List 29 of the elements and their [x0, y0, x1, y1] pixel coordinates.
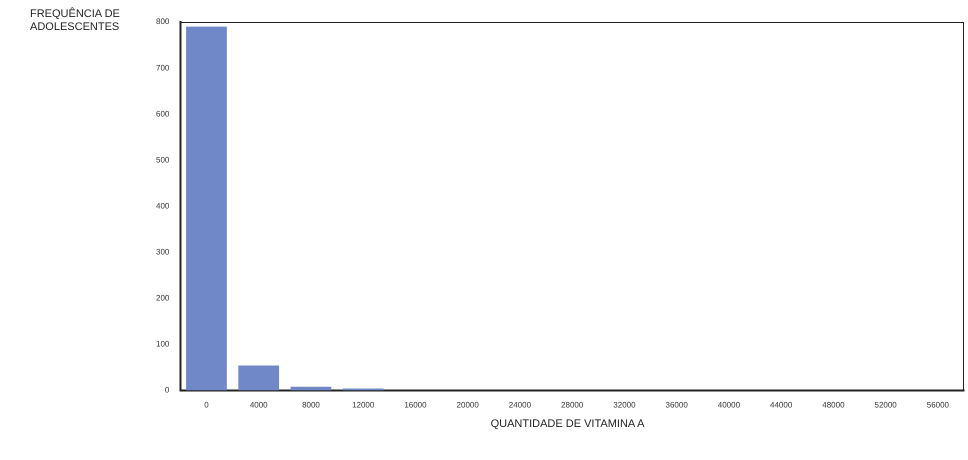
y-axis-title: FREQUÊNCIA DE ADOLESCENTES	[30, 8, 121, 34]
x-tick-label: 40000	[718, 400, 741, 410]
y-tick-label: 100	[156, 340, 170, 349]
x-tick-label: 32000	[613, 400, 636, 410]
x-tick-label: 28000	[561, 400, 584, 410]
x-tick-label: 44000	[770, 400, 793, 410]
x-tick-label: 56000	[926, 400, 950, 410]
x-tick-label: 36000	[666, 400, 688, 410]
y-tick-label: 600	[156, 109, 170, 118]
bar	[238, 366, 280, 390]
bar	[290, 386, 332, 390]
x-axis-title: QUANTIDADE DE VITAMINA A	[490, 418, 646, 430]
x-tick-label: 8000	[302, 400, 320, 410]
x-tick-label: 12000	[352, 400, 375, 410]
y-tick-label: 400	[156, 201, 170, 210]
x-tick-label: 4000	[250, 400, 268, 410]
y-tick-label: 500	[156, 155, 170, 164]
y-tick-label: 0	[164, 386, 170, 395]
x-tick-label: 20000	[456, 400, 480, 410]
y-tick-label: 700	[156, 63, 170, 72]
x-tick-label: 24000	[508, 400, 532, 410]
x-tick-label: 0	[204, 400, 210, 410]
y-tick-label: 200	[156, 294, 170, 303]
bar	[186, 26, 227, 390]
y-tick-label: 300	[156, 247, 170, 256]
x-tick-label: 52000	[874, 400, 898, 410]
y-tick-label: 800	[156, 17, 170, 26]
x-tick-label: 16000	[404, 400, 428, 410]
x-tick-label: 48000	[822, 400, 846, 410]
